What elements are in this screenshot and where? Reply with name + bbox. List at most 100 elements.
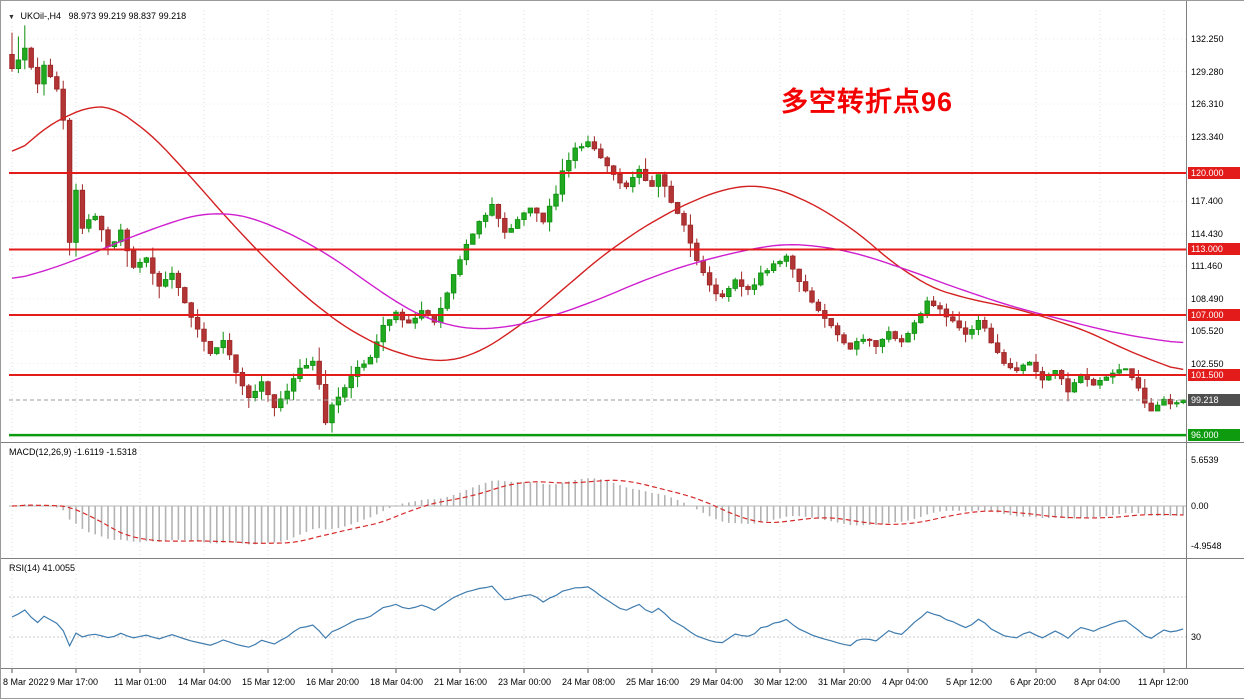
rsi-axis-label: 30 [1191, 632, 1202, 642]
candle-body [751, 284, 758, 290]
macd-values: -1.6119 -1.5318 [74, 447, 137, 457]
macd-axis-label: -4.9548 [1191, 541, 1222, 552]
candle-body [988, 327, 994, 344]
candle-body [1007, 363, 1014, 369]
candle-body [943, 308, 950, 318]
candle-body [361, 363, 367, 368]
candle-body [540, 212, 546, 223]
candle-body [386, 319, 393, 326]
time-axis-label: 9 Mar 17:00 [50, 677, 99, 687]
price-axis[interactable]: 132.250 129.280 126.310 123.340 117.400 114.4… [1187, 1, 1244, 669]
candle-body [585, 141, 591, 147]
candle-body [994, 342, 1001, 353]
candle-body [79, 189, 86, 229]
candle-body [879, 338, 886, 347]
candle-body [854, 341, 860, 350]
candle-body [719, 293, 726, 298]
price-axis-label: 108.490 [1191, 293, 1224, 304]
rsi-line [11, 585, 1184, 648]
time-axis-label: 15 Mar 12:00 [242, 677, 296, 687]
macd-axis-label: 5.6539 [1191, 455, 1219, 466]
candle-body [182, 287, 188, 304]
candle-body [527, 207, 534, 214]
candle-body [950, 316, 956, 322]
candle-body [66, 119, 73, 243]
candle-body [687, 224, 694, 244]
candle-body [188, 302, 194, 318]
price-level-badge: 96.000 [1188, 429, 1240, 442]
candle-body [546, 205, 553, 223]
candle-body [828, 318, 834, 327]
rsi-label: RSI(14) [9, 563, 41, 573]
candle-body [905, 333, 911, 343]
candle-body [982, 320, 988, 329]
candle-body [508, 228, 514, 233]
price-axis-label: 126.310 [1191, 99, 1224, 110]
candle-body [1065, 378, 1071, 393]
candle-body [73, 189, 79, 243]
candle-body [502, 217, 508, 233]
candle-body [156, 272, 162, 287]
candle-body [1135, 377, 1142, 389]
candle-body [22, 47, 28, 61]
price-axis-label: 105.520 [1191, 326, 1224, 337]
candle-body [470, 233, 476, 245]
candle-body [873, 340, 879, 347]
candle-body [457, 259, 463, 275]
candle-body [841, 334, 847, 344]
candle-body [521, 212, 527, 220]
price-axis-label: 111.460 [1191, 261, 1223, 272]
candle-body [495, 203, 502, 219]
candle-body [143, 257, 150, 263]
candle-body [86, 219, 92, 229]
candle-body [809, 290, 815, 303]
candle-body [374, 341, 380, 358]
candle-body [246, 385, 252, 399]
candle-body [137, 261, 143, 268]
candle-body [1090, 379, 1097, 386]
candle-body [969, 329, 975, 335]
rsi-panel-label: RSI(14) 41.0055 [9, 563, 75, 573]
price-level-badge: 107.000 [1188, 308, 1240, 321]
candle-body [578, 146, 585, 149]
candle-body [898, 338, 905, 343]
candle-body [444, 292, 450, 309]
candle-body [892, 331, 898, 339]
candle-body [297, 367, 303, 379]
candle-body [450, 274, 457, 294]
candle-body [207, 340, 214, 354]
candle-body [866, 338, 873, 341]
candle-body [1174, 402, 1180, 405]
candle-body [258, 381, 265, 392]
candle-body [1001, 352, 1007, 364]
candle-body [233, 354, 239, 373]
candle-body [252, 390, 258, 399]
macd-panel-label: MACD(12,26,9) -1.6119 -1.5318 [9, 447, 137, 457]
ohlc-values: 98.973 99.219 98.837 99.218 [68, 11, 187, 21]
symbol-timeframe-label: UKOil-,H4 [20, 11, 61, 21]
candle-body [566, 160, 572, 172]
candle-body [290, 378, 297, 392]
candle-body [911, 322, 918, 334]
candle-body [610, 165, 617, 175]
candle-body [815, 301, 822, 311]
candle-body [534, 207, 540, 214]
candle-body [770, 263, 777, 271]
price-axis-label: 117.400 [1191, 196, 1223, 207]
candle-body [783, 255, 790, 262]
candle-body [738, 279, 745, 287]
candle-body [41, 64, 47, 85]
time-axis[interactable]: 8 Mar 2022 9 Mar 17:00 11 Mar 01:00 14 Mar … [1, 669, 1244, 697]
collapse-icon[interactable]: ▼ [8, 14, 15, 21]
candle-body [130, 250, 137, 268]
time-axis-label: 31 Mar 20:00 [818, 677, 872, 687]
candle-body [956, 320, 962, 329]
candle-body [514, 219, 521, 229]
candle-body [482, 214, 489, 222]
candle-body [706, 272, 713, 286]
candle-body [124, 229, 130, 252]
candle-body [790, 255, 796, 270]
time-axis-label: 8 Mar 2022 [3, 677, 49, 687]
candle-body [380, 324, 386, 343]
